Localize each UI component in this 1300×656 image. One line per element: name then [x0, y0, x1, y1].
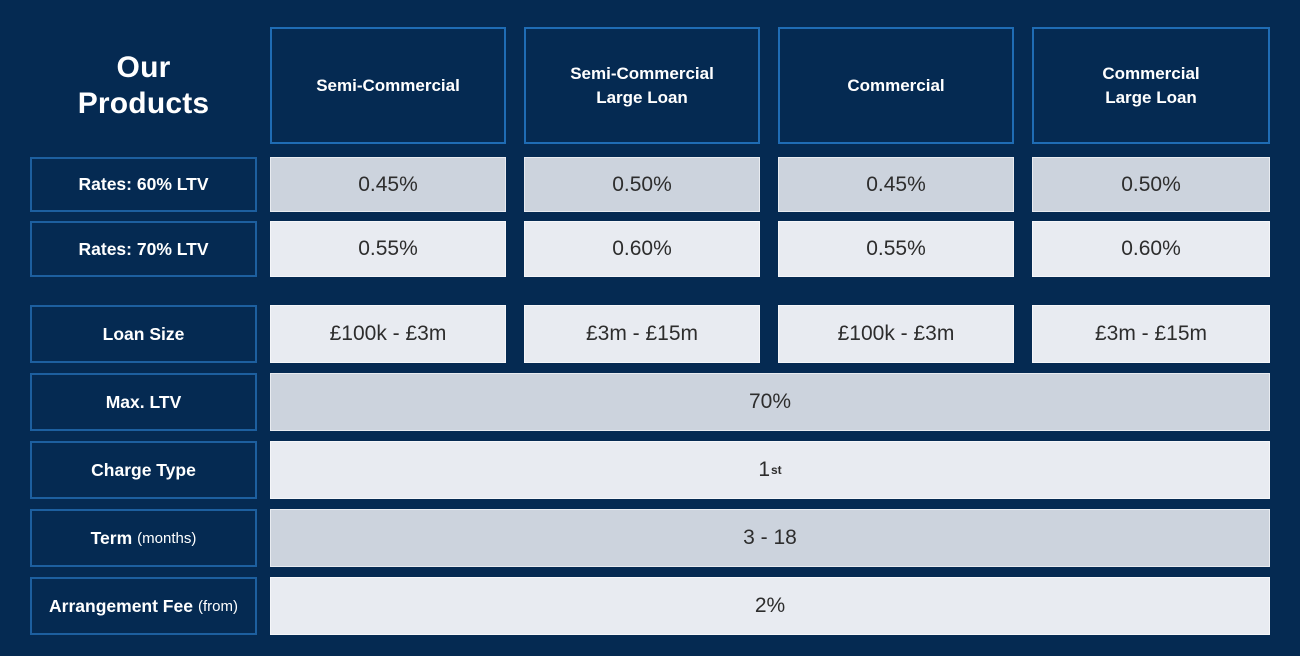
- cell-rates70-commercial: 0.55%: [778, 221, 1014, 277]
- column-header-label: Large Loan: [596, 87, 688, 107]
- row-label-term: Term (months): [30, 509, 257, 567]
- cell-term-all-products: 3 - 18: [270, 509, 1270, 567]
- row-label-text: Term: [90, 527, 133, 548]
- cell-loan-size-commercial-large-loan: £3m - £15m: [1032, 305, 1270, 363]
- cell-rates60-commercial: 0.45%: [778, 157, 1014, 212]
- row-label-text: Rates: 60% LTV: [78, 174, 209, 194]
- row-label-rates-70-ltv: Rates: 70% LTV: [30, 221, 257, 277]
- row-label-rates-60-ltv: Rates: 60% LTV: [30, 157, 257, 212]
- column-header-label: Semi-Commercial: [316, 75, 460, 95]
- row-label-max-ltv: Max. LTV: [30, 373, 257, 431]
- page-title: Our Products: [30, 27, 257, 144]
- row-label-text: Arrangement Fee: [49, 595, 193, 616]
- column-header-commercial-large-loan: Commercial Large Loan: [1032, 27, 1270, 144]
- cell-loan-size-semi-commercial: £100k - £3m: [270, 305, 506, 363]
- row-label-text: Rates: 70% LTV: [78, 238, 209, 259]
- column-header-commercial: Commercial: [778, 27, 1014, 144]
- page-title-line1: Our: [116, 51, 171, 85]
- row-label-note: (months): [137, 529, 197, 547]
- column-header-label: Commercial: [1102, 63, 1200, 83]
- cell-rates60-commercial-large-loan: 0.50%: [1032, 157, 1270, 212]
- cell-rates60-semi-commercial-large-loan: 0.50%: [524, 157, 760, 212]
- row-label-text: Charge Type: [91, 459, 196, 480]
- cell-loan-size-commercial: £100k - £3m: [778, 305, 1014, 363]
- row-label-loan-size: Loan Size: [30, 305, 257, 363]
- cell-max-ltv-all-products: 70%: [270, 373, 1270, 431]
- cell-loan-size-semi-commercial-large-loan: £3m - £15m: [524, 305, 760, 363]
- column-header-label: Large Loan: [1105, 87, 1197, 107]
- charge-type-value: 1: [758, 458, 770, 481]
- row-label-charge-type: Charge Type: [30, 441, 257, 499]
- cell-arrangement-fee-all-products: 2%: [270, 577, 1270, 635]
- row-label-note: (from): [197, 597, 238, 615]
- column-header-label: Semi-Commercial: [570, 63, 714, 83]
- column-header-label: Commercial: [847, 75, 945, 95]
- page-title-line2: Products: [77, 86, 210, 120]
- cell-rates70-semi-commercial-large-loan: 0.60%: [524, 221, 760, 277]
- row-label-arrangement-fee: Arrangement Fee (from): [30, 577, 257, 635]
- cell-rates70-commercial-large-loan: 0.60%: [1032, 221, 1270, 277]
- column-header-semi-commercial-large-loan: Semi-Commercial Large Loan: [524, 27, 760, 144]
- rate-table-grid: Our Products Semi-Commercial Semi-Commer…: [30, 27, 1270, 635]
- row-label-text: Max. LTV: [105, 391, 182, 412]
- column-header-semi-commercial: Semi-Commercial: [270, 27, 506, 144]
- cell-rates70-semi-commercial: 0.55%: [270, 221, 506, 277]
- cell-rates60-semi-commercial: 0.45%: [270, 157, 506, 212]
- row-label-text: Loan Size: [102, 323, 185, 344]
